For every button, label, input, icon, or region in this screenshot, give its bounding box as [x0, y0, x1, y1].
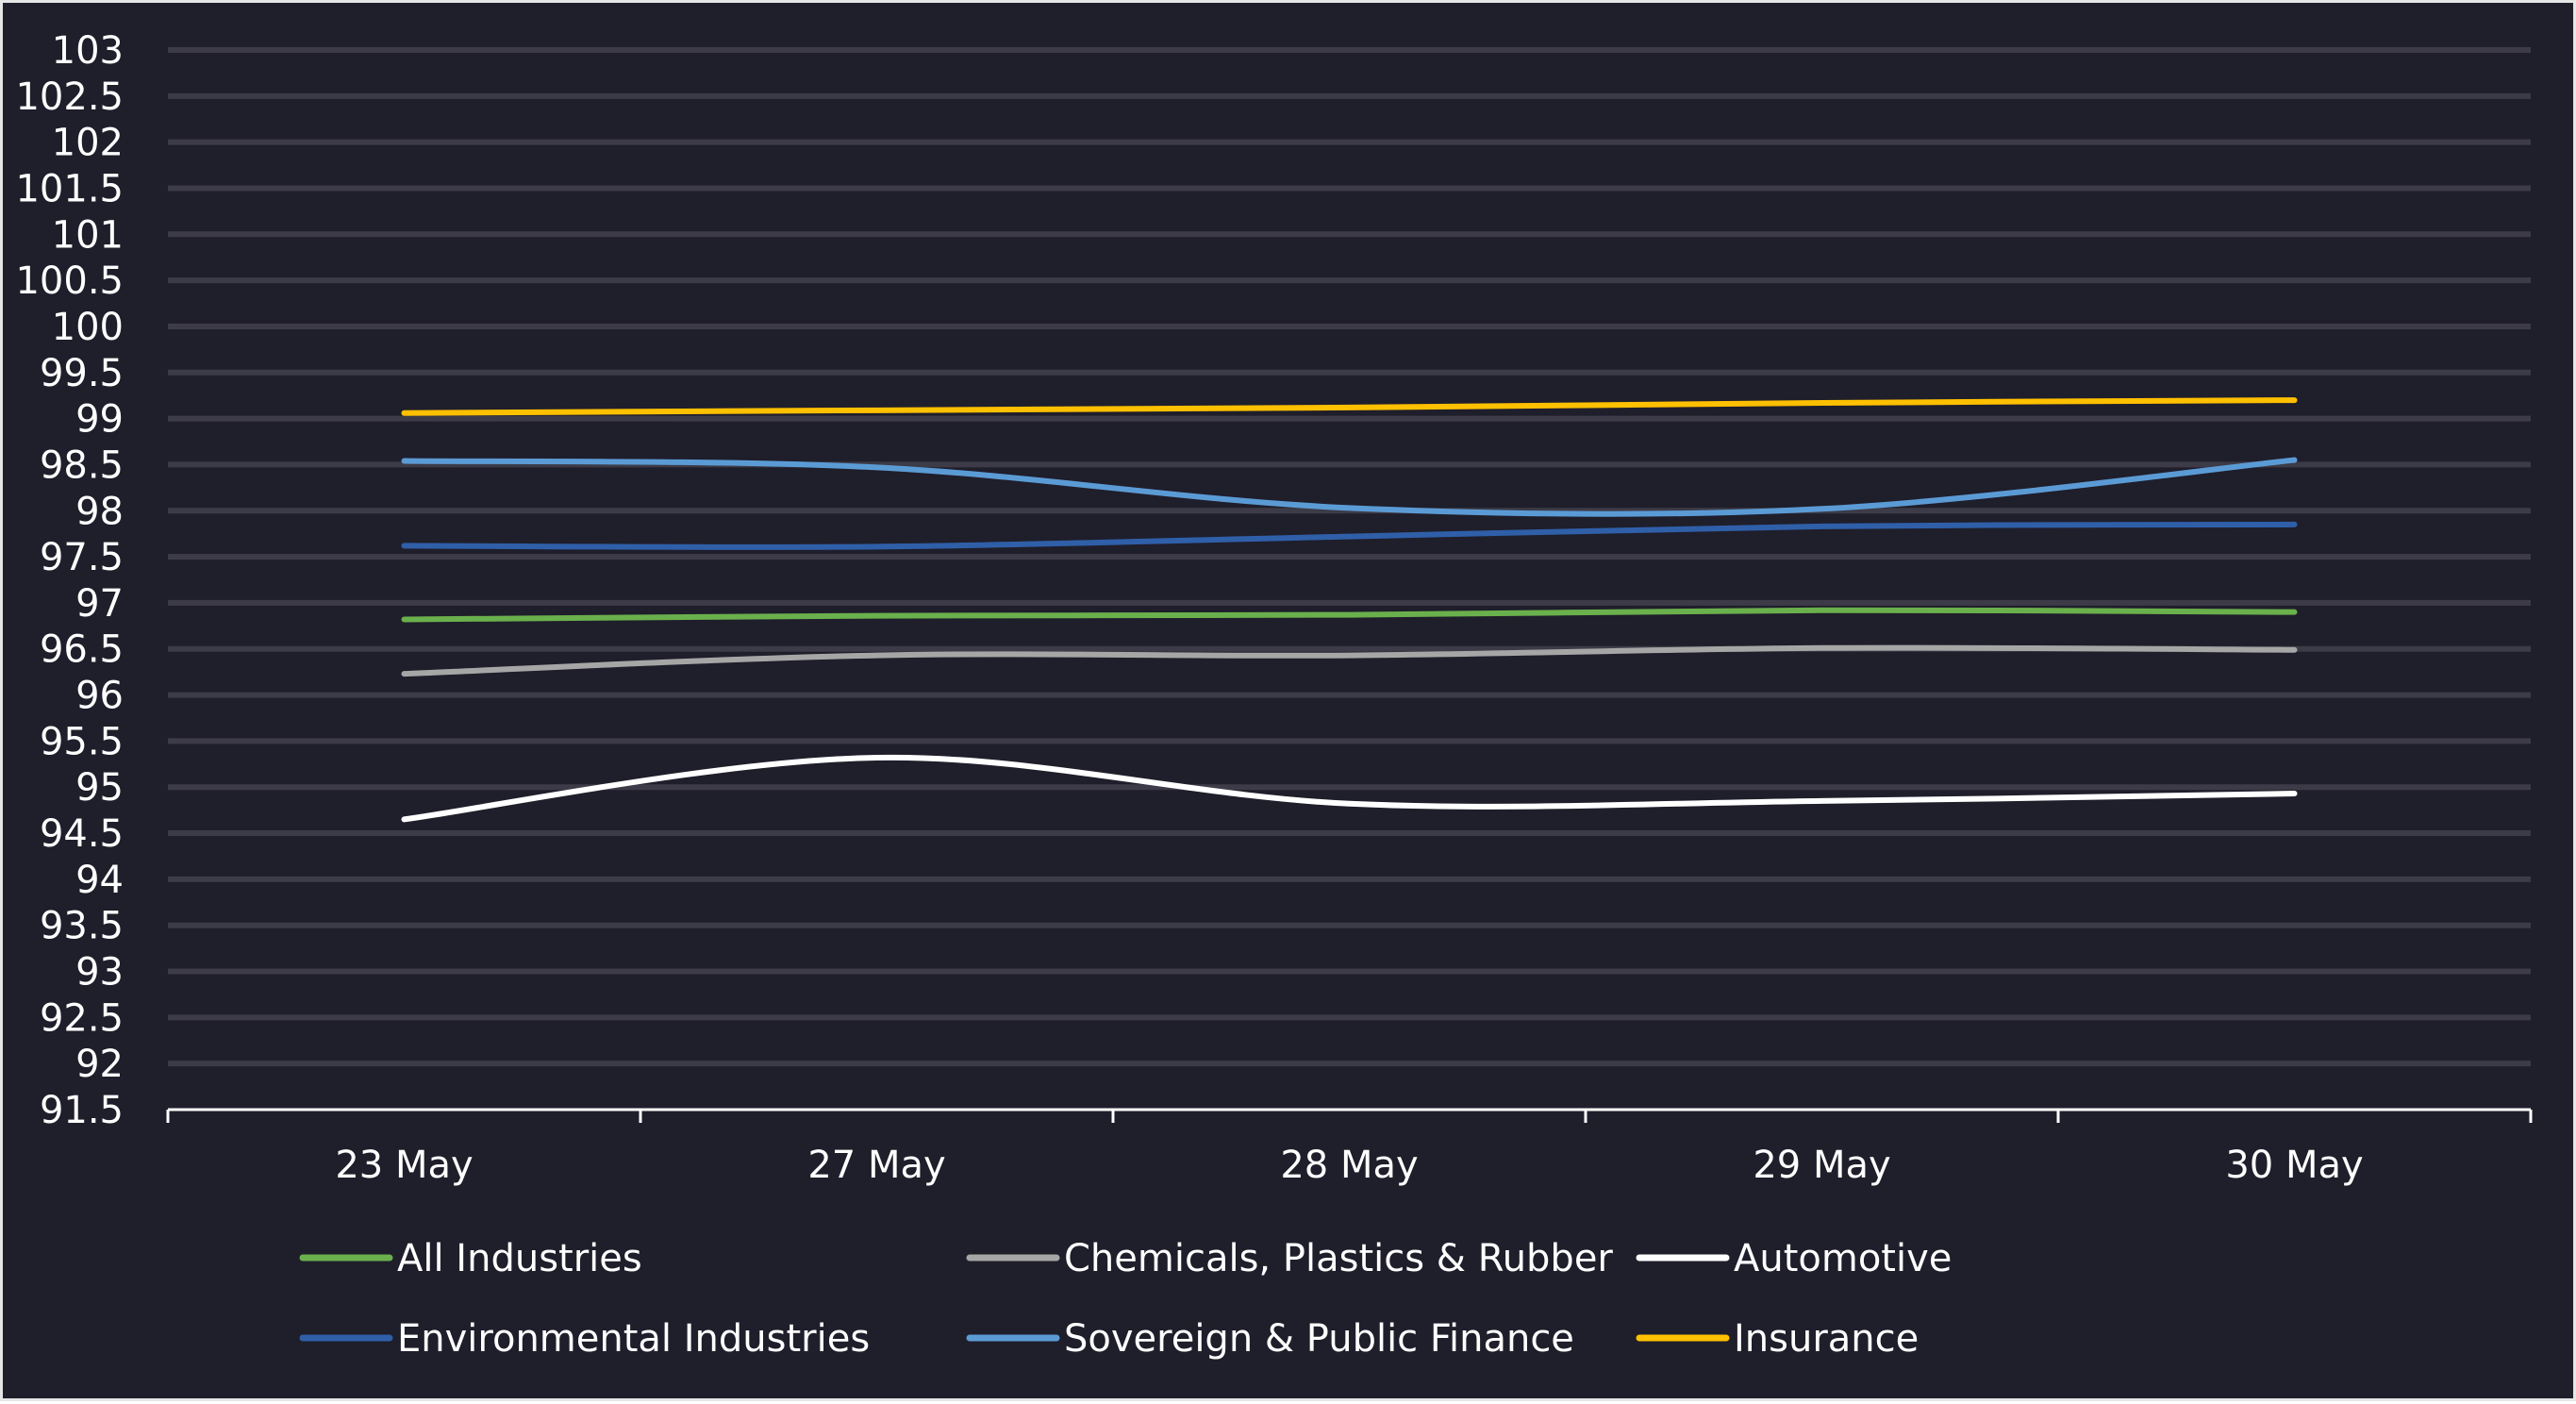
y-tick-label: 98.5 [40, 443, 124, 487]
series-line-sovereign-public-finance [401, 457, 2298, 517]
x-tick-label: 29 May [1753, 1144, 1890, 1187]
y-tick-label: 101.5 [15, 167, 124, 210]
legend-label: All Industries [397, 1237, 642, 1280]
y-tick-label: 93.5 [40, 905, 124, 948]
series-line-environmental-industries [401, 521, 2298, 550]
y-tick-label: 92 [75, 1043, 124, 1086]
y-tick-label: 99 [75, 398, 124, 442]
legend-item-insurance: Insurance [1636, 1317, 1919, 1361]
series-lines [401, 397, 2298, 823]
series-line-insurance [401, 397, 2298, 416]
legend-label: Sovereign & Public Finance [1064, 1317, 1574, 1361]
y-tick-label: 99.5 [40, 352, 124, 395]
x-axis [166, 1108, 2533, 1123]
y-tick-label: 97 [75, 582, 124, 626]
series-line-automotive [401, 754, 2298, 823]
x-tick-label: 23 May [335, 1144, 473, 1187]
legend-item-environmental-industries: Environmental Industries [299, 1317, 870, 1361]
legend-label: Chemicals, Plastics & Rubber [1064, 1237, 1613, 1280]
y-tick-label: 98 [75, 490, 124, 533]
y-tick-label: 97.5 [40, 536, 124, 579]
y-tick-label: 92.5 [40, 996, 124, 1040]
y-tick-label: 96 [75, 675, 124, 718]
line-chart: 103102.5102101.5101100.510099.59998.5989… [15, 29, 2533, 1361]
y-tick-label: 94.5 [40, 812, 124, 856]
legend-item-all-industries: All Industries [299, 1237, 642, 1280]
legend-label: Automotive [1734, 1237, 1952, 1280]
y-tick-label: 93 [75, 951, 124, 994]
legend-item-sovereign-public-finance: Sovereign & Public Finance [966, 1317, 1574, 1361]
y-axis-tick-labels: 103102.5102101.5101100.510099.59998.5989… [15, 29, 124, 1132]
series-line-all-industries [401, 607, 2298, 623]
y-tick-label: 102 [52, 122, 124, 165]
y-tick-label: 100 [52, 306, 124, 349]
legend-label: Environmental Industries [397, 1317, 870, 1361]
x-tick-label: 28 May [1280, 1144, 1418, 1187]
y-tick-label: 95 [75, 766, 124, 810]
legend-label: Insurance [1734, 1317, 1919, 1361]
gridlines [168, 47, 2531, 1067]
legend: All Industries Chemicals, Plastics & Rubb… [299, 1237, 1952, 1361]
x-tick-label: 27 May [807, 1144, 945, 1187]
y-tick-label: 91.5 [40, 1089, 124, 1132]
y-tick-label: 103 [52, 29, 124, 73]
y-tick-label: 96.5 [40, 628, 124, 672]
x-axis-tick-labels: 23 May 27 May 28 May 29 May 30 May [335, 1144, 2363, 1187]
series-line-chemicals-plastics-rubber [401, 644, 2298, 677]
x-tick-label: 30 May [2225, 1144, 2363, 1187]
y-tick-label: 95.5 [40, 720, 124, 763]
legend-item-automotive: Automotive [1636, 1237, 1952, 1280]
y-tick-label: 100.5 [15, 259, 124, 303]
legend-item-chemicals-plastics-rubber: Chemicals, Plastics & Rubber [966, 1237, 1613, 1280]
y-tick-label: 102.5 [15, 75, 124, 119]
y-tick-label: 101 [52, 213, 124, 257]
y-tick-label: 94 [75, 859, 124, 902]
